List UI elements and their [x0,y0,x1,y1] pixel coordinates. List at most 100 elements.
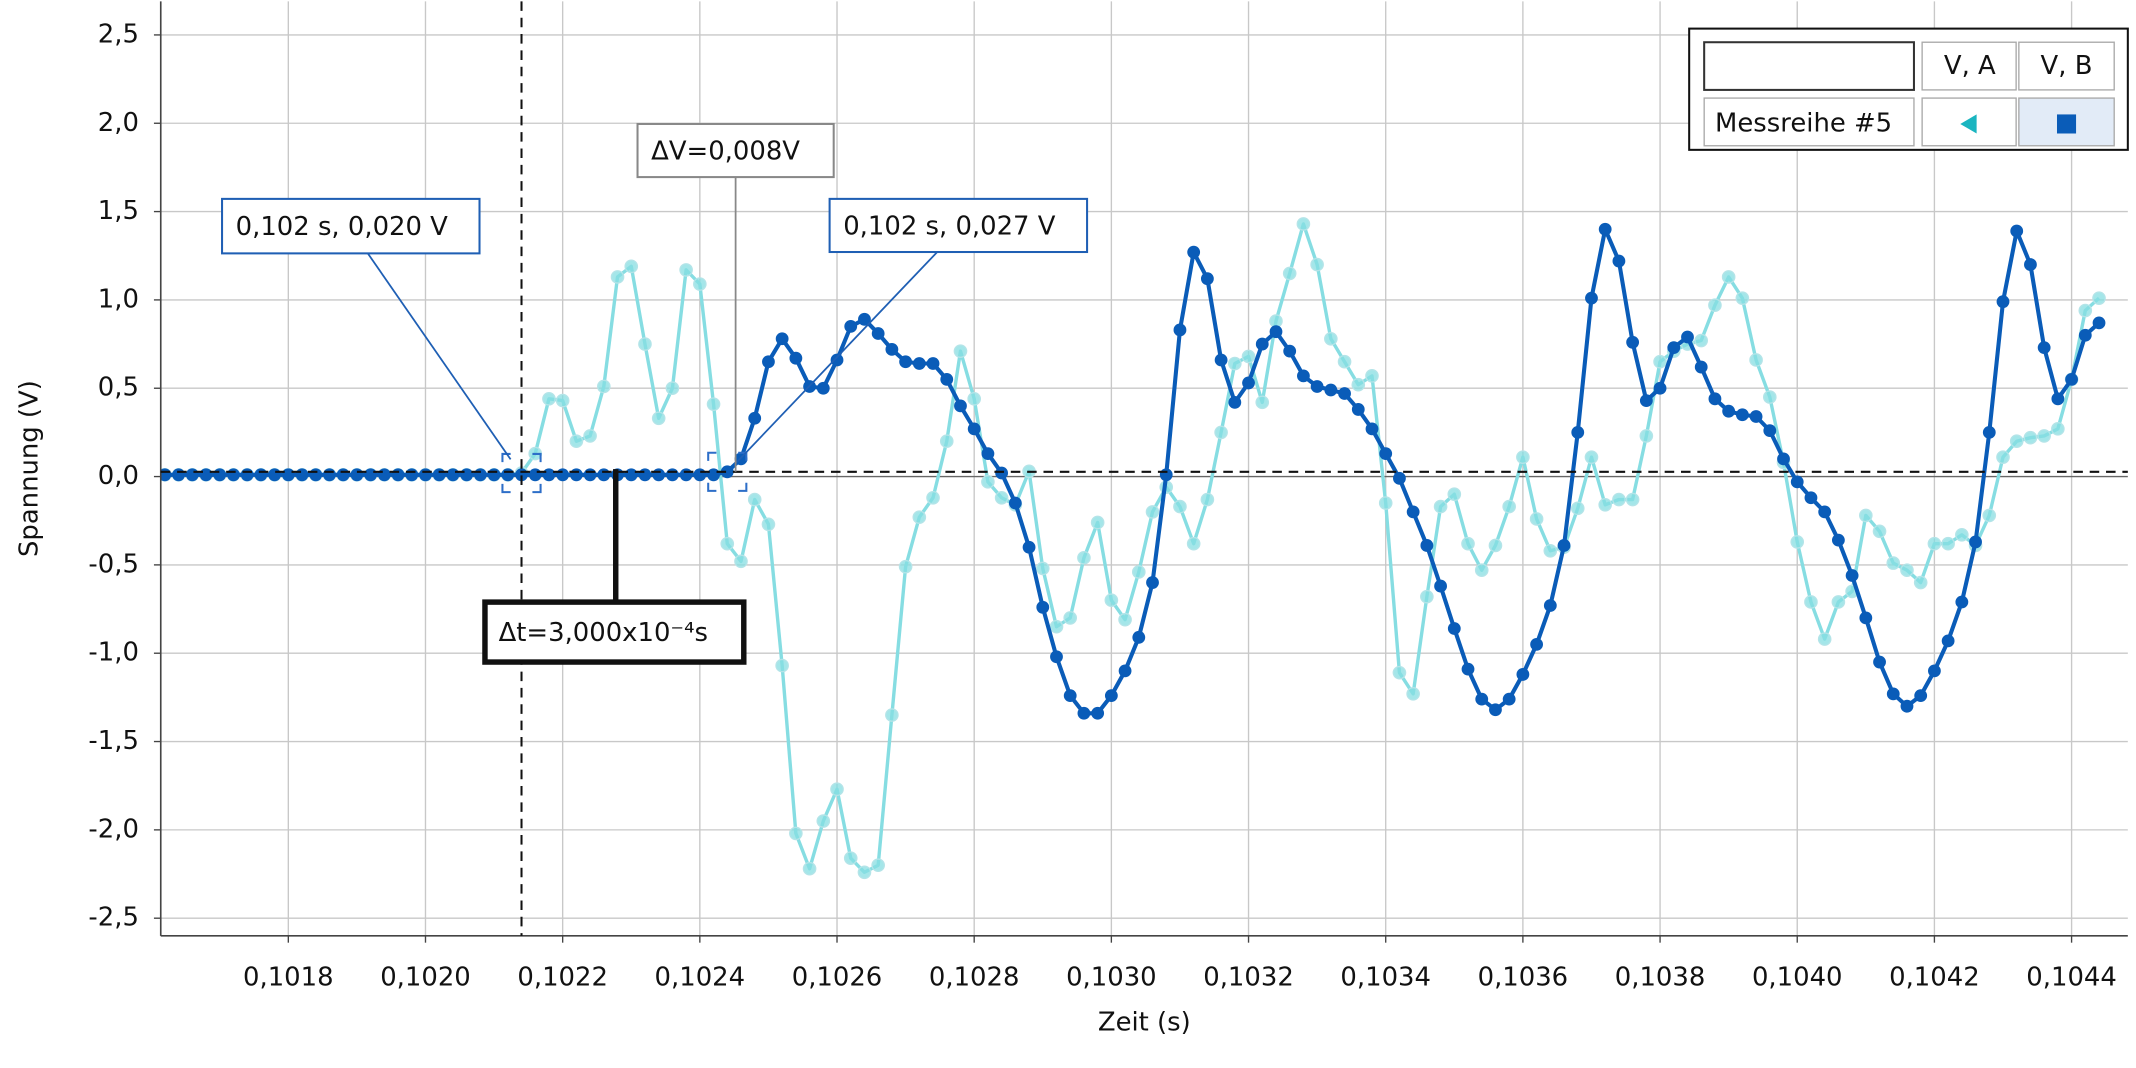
x-tick-label: 0,1044 [2026,963,2117,993]
data-point [1118,664,1132,678]
data-point [1186,536,1201,551]
data-point [816,814,831,828]
data-point [1873,655,1886,669]
data-point [912,357,926,370]
data-point [1941,536,1955,551]
data-point [1282,266,1297,281]
data-point [1502,692,1516,706]
data-point [665,381,680,396]
data-point [1653,354,1667,369]
data-point [1721,270,1736,284]
cursor-bracket [707,482,717,492]
data-point [281,468,295,482]
data-point [939,434,954,449]
data-point [1242,376,1255,390]
annotation-box [221,197,481,255]
data-point [1420,539,1434,552]
data-point [1900,563,1914,577]
data-point [1378,496,1393,510]
data-point [843,851,858,865]
x-tick-label: 0,1018 [243,963,334,993]
data-point [1735,291,1750,305]
data-point [1845,569,1859,582]
data-point [1091,706,1105,720]
data-point [1639,429,1654,443]
data-point [1982,508,1997,523]
x-tick-label: 0,1028 [929,963,1020,993]
data-point [1447,622,1461,635]
data-point [1489,703,1502,717]
legend-entry: V, B [2041,51,2093,81]
data-point [1255,395,1270,410]
data-point [857,865,872,880]
data-point [2010,224,2024,238]
data-point [1077,706,1091,720]
data-point [1351,377,1366,392]
data-point [1941,634,1955,648]
data-point [761,517,776,532]
data-point [748,411,762,425]
data-point [747,492,762,507]
data-point [651,411,666,426]
data-point [720,536,735,551]
data-point [871,858,885,873]
x-tick-label: 0,1042 [1889,963,1980,993]
x-tick-label: 0,1024 [655,963,746,993]
data-point [583,429,597,443]
data-point [1571,425,1585,439]
data-point [734,554,748,569]
data-point [1516,668,1530,681]
data-point [1310,380,1324,393]
data-point [1447,487,1462,502]
x-tick-label: 0,1026 [792,963,883,993]
data-point [1146,576,1159,589]
data-point [995,466,1009,480]
data-point [569,434,584,449]
x-tick-label: 0,1034 [1340,963,1431,993]
data-point [1612,492,1626,507]
data-point [2051,392,2065,406]
data-point [1118,612,1132,627]
data-point [199,468,213,482]
data-point [1200,492,1215,507]
data-point [2078,303,2093,318]
data-point [1625,492,1640,507]
data-point [871,327,885,340]
data-point [1913,575,1928,590]
data-point [707,468,720,482]
data-point [967,422,981,436]
data-point [1050,650,1063,664]
data-point [1337,354,1352,369]
x-tick-label: 0,1038 [1615,963,1706,993]
y-tick-label: 2,0 [98,108,139,138]
series-line [164,222,2101,874]
data-point [1379,447,1393,460]
data-point [954,399,967,413]
data-point [789,351,803,365]
data-point [1530,637,1544,651]
data-point [693,277,707,291]
data-point [2051,422,2065,436]
data-point [555,393,570,408]
data-point [1804,595,1818,609]
data-point [1708,298,1722,313]
data-point [967,392,982,406]
data-point [1461,536,1475,551]
y-tick-label: -2,0 [88,814,139,844]
data-point [1475,692,1489,706]
data-point [1200,272,1214,286]
data-point [1488,538,1503,553]
data-point [1722,404,1736,418]
data-point [1474,563,1489,577]
data-point [994,490,1009,505]
legend-cell[interactable] [2018,97,2115,147]
data-point [1708,392,1722,406]
data-point [2023,430,2038,445]
annotation-text: 0,102 s, 0,027 V [843,211,1056,241]
data-point [1585,291,1598,305]
y-tick-label: 2,5 [98,19,139,49]
data-point [940,372,954,386]
annotation-leader [367,252,512,460]
annotation-box [828,197,1089,254]
